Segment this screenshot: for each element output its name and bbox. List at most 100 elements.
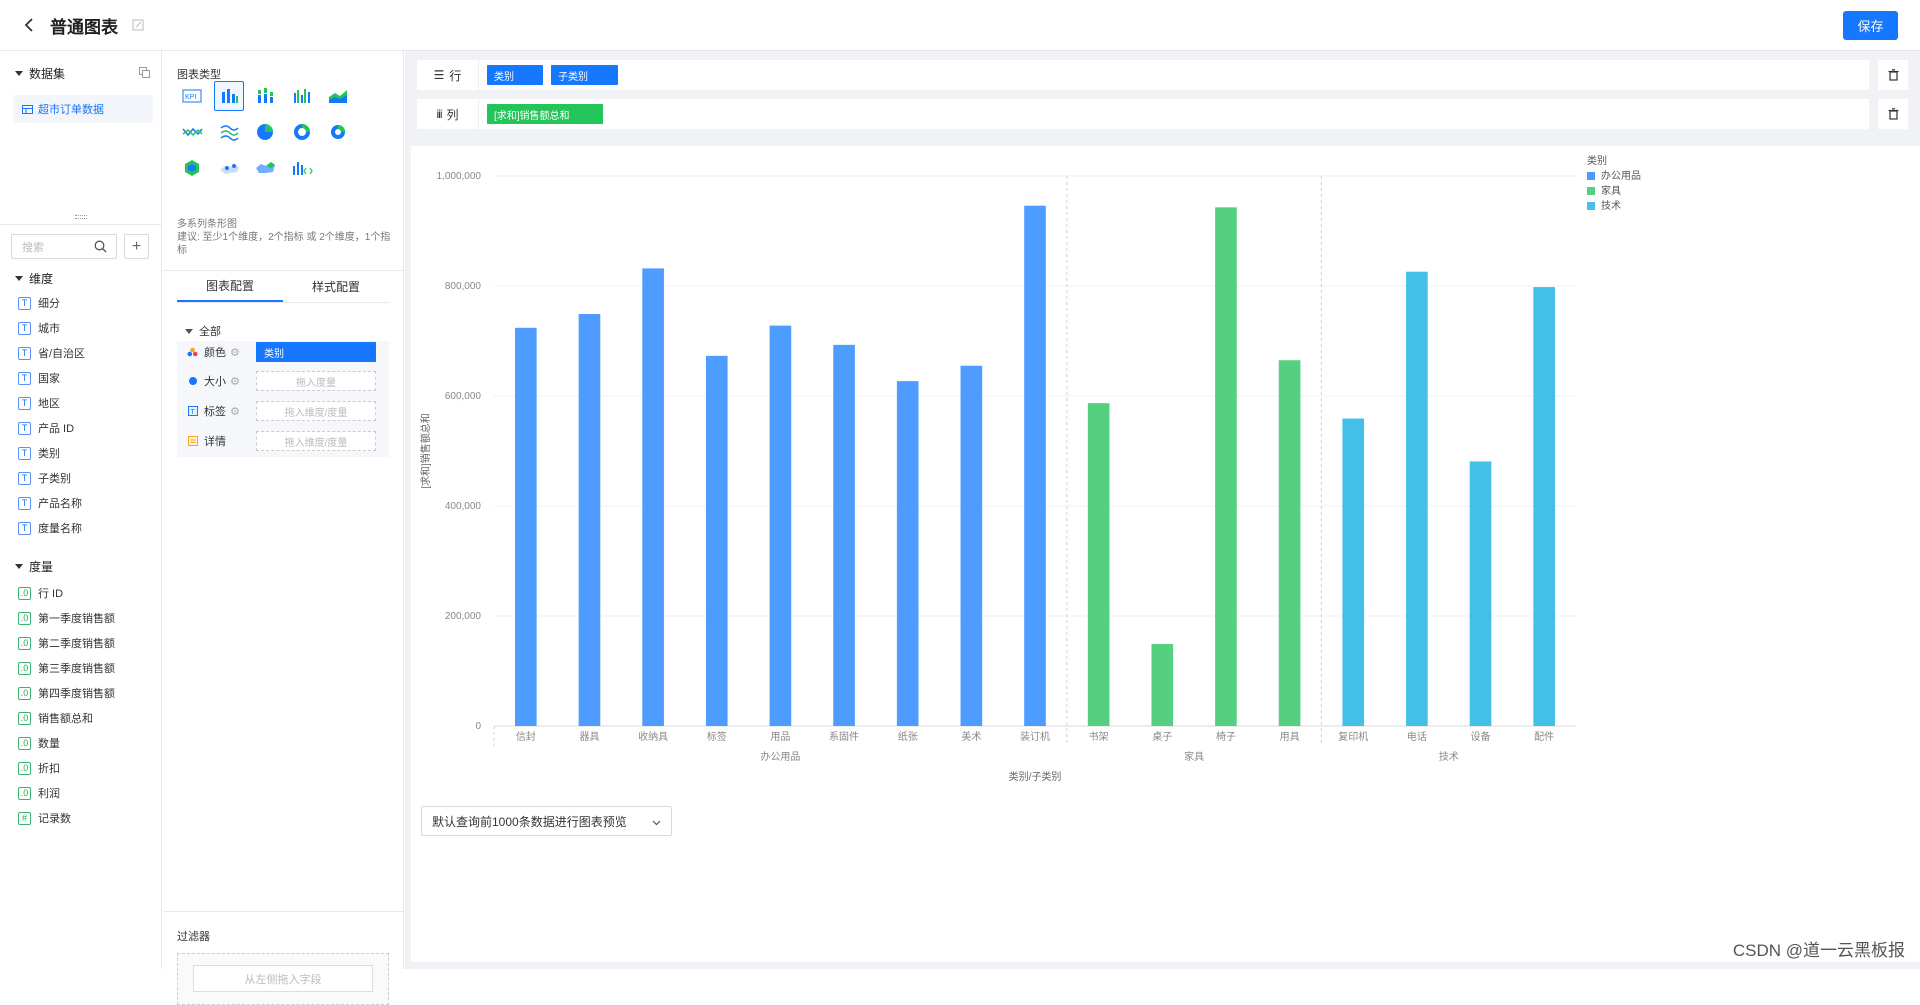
dataset-item[interactable]: 超市订单数据 — [13, 95, 153, 123]
hexagon-icon[interactable] — [177, 153, 207, 183]
map-icon[interactable] — [214, 153, 244, 183]
dimension-field-label: 地区 — [38, 395, 60, 411]
column-shelf[interactable]: iii 列 [求和]销售额总和 — [417, 99, 1869, 129]
x-group-label: 技术 — [1439, 750, 1459, 763]
map2-icon[interactable] — [250, 153, 280, 183]
search-input[interactable]: 搜索 — [11, 234, 117, 259]
chart-bar — [1533, 287, 1555, 726]
back-arrow-icon[interactable] — [24, 18, 38, 32]
chart-bar — [770, 326, 792, 726]
ring-icon[interactable] — [323, 117, 353, 147]
column-pill-sales-sum[interactable]: [求和]销售额总和 — [487, 104, 603, 124]
table-icon — [22, 105, 33, 114]
x-group-label: 办公用品 — [760, 750, 800, 763]
watermark: CSDN @道一云黑板报 — [1733, 936, 1905, 961]
edit-icon[interactable] — [132, 19, 144, 31]
measure-field-label: 数量 — [38, 735, 60, 751]
dimension-field-label: 城市 — [38, 320, 60, 336]
y-tick-label: 800,000 — [445, 281, 482, 292]
gear-icon[interactable]: ⚙ — [230, 346, 240, 359]
search-placeholder: 搜索 — [22, 239, 44, 255]
tab-style-config[interactable]: 样式配置 — [283, 271, 389, 302]
x-tick-label: 电话 — [1407, 730, 1427, 743]
dimensions-header[interactable]: 维度 — [0, 267, 53, 289]
pie-icon[interactable] — [250, 117, 280, 147]
save-button[interactable]: 保存 — [1843, 11, 1898, 40]
code-chart-icon[interactable] — [287, 153, 317, 183]
config-all-label: 全部 — [199, 323, 221, 339]
gear-icon[interactable]: ⚙ — [230, 405, 240, 418]
measure-field-label: 第三季度销售额 — [38, 660, 115, 676]
kpi-icon[interactable]: KPI — [177, 81, 207, 111]
wave-icon[interactable] — [214, 117, 244, 147]
x-tick-label: 美术 — [961, 730, 981, 743]
add-field-button[interactable]: + — [124, 234, 149, 259]
donut-icon[interactable] — [287, 117, 317, 147]
grouped-bar-icon[interactable] — [287, 81, 317, 111]
trash-icon[interactable] — [1878, 99, 1908, 129]
row-pill-category[interactable]: 类别 — [487, 65, 543, 85]
number-type-icon: .0 — [18, 662, 31, 675]
multi-bar-icon[interactable] — [214, 81, 244, 111]
chart-bar — [961, 366, 983, 726]
chart-bar — [897, 381, 919, 726]
chart-bar — [706, 356, 728, 726]
y-tick-label: 600,000 — [445, 391, 482, 402]
switch-dataset-icon[interactable] — [139, 67, 150, 81]
measure-field[interactable]: #记录数 — [18, 808, 71, 828]
trash-icon[interactable] — [1878, 60, 1908, 90]
row-pill-subcategory[interactable]: 子类别 — [551, 65, 618, 85]
x-tick-label: 用品 — [770, 731, 790, 743]
gear-icon[interactable]: ⚙ — [230, 375, 240, 388]
y-axis-title: [求和]销售额总和 — [419, 413, 432, 489]
filter-drop-zone[interactable]: 从左侧拖入字段 — [177, 953, 389, 1005]
line-icon[interactable] — [177, 117, 207, 147]
row-shelf[interactable]: ☰ 行 类别 子类别 — [417, 60, 1869, 90]
tab-chart-config[interactable]: 图表配置 — [177, 271, 283, 302]
mark-detail-label: 详情 — [204, 433, 226, 449]
legend-label: 办公用品 — [1601, 169, 1641, 182]
measure-field[interactable]: .0 第三季度销售额 — [18, 658, 115, 678]
text-label-icon: T — [187, 406, 198, 416]
number-type-icon: # — [18, 812, 31, 825]
resize-handle-icon[interactable] — [75, 215, 87, 219]
label-drop-field[interactable]: 拖入维度/度量 — [256, 401, 376, 421]
color-drop-field[interactable]: 类别 — [256, 342, 376, 362]
number-type-icon: .0 — [18, 637, 31, 650]
search-icon[interactable] — [94, 240, 107, 256]
preview-limit-select[interactable]: 默认查询前1000条数据进行图表预览 — [421, 806, 672, 836]
dimension-field-label: 度量名称 — [38, 520, 82, 536]
dimension-field-label: 子类别 — [38, 470, 71, 486]
legend-label: 家具 — [1601, 184, 1621, 197]
stacked-bar-icon[interactable] — [250, 81, 280, 111]
config-all-header[interactable]: 全部 — [185, 323, 221, 339]
measures-header[interactable]: 度量 — [0, 555, 53, 577]
x-tick-label: 器具 — [579, 731, 599, 743]
size-drop-field[interactable]: 拖入度量 — [256, 371, 376, 391]
area-icon[interactable] — [323, 81, 353, 111]
chart-bar — [1088, 403, 1110, 726]
detail-drop-field[interactable]: 拖入维度/度量 — [256, 431, 376, 451]
dimensions-title: 维度 — [29, 270, 53, 287]
dataset-section-header[interactable]: 数据集 — [0, 62, 162, 84]
chart-bar — [1279, 360, 1301, 726]
column-shelf-label: iii 列 — [417, 99, 479, 129]
